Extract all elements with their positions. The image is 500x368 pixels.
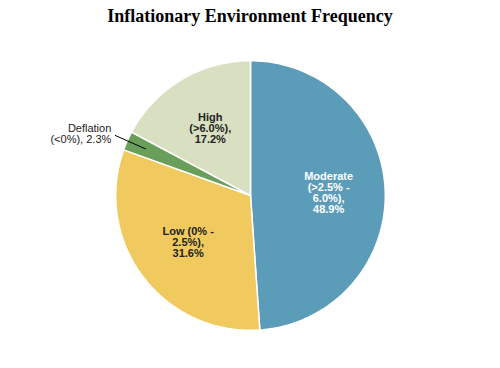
svg-text:High(>6.0%),17.2%: High(>6.0%),17.2% <box>189 111 231 145</box>
svg-text:Deflation(<0%), 2.3%: Deflation(<0%), 2.3% <box>50 122 111 145</box>
svg-text:Low (0% -2.5%),31.6%: Low (0% -2.5%),31.6% <box>162 225 214 259</box>
html-text:Inflationary Environment Frequ: Inflationary Environment Frequency <box>107 6 393 26</box>
svg-text:Moderate(>2.5% -6.0%),48.9%: Moderate(>2.5% -6.0%),48.9% <box>304 170 353 215</box>
